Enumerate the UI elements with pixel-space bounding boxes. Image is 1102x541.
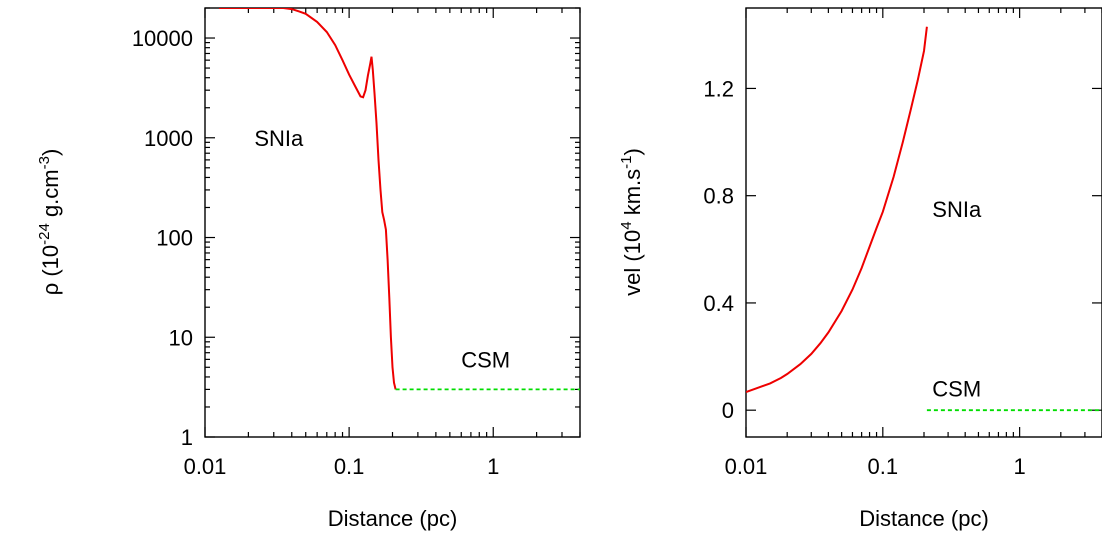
y-tick-label: 1 — [181, 425, 193, 450]
y-axis-title-superscript: -24 — [36, 223, 53, 245]
x-tick-label: 0.1 — [868, 454, 899, 479]
y-axis-title-superscript: -1 — [618, 156, 635, 169]
y-tick-label: 0.4 — [703, 291, 734, 316]
y-axis-title: ρ (10-24 g.cm-3) — [36, 149, 63, 296]
x-tick-label: 1 — [487, 454, 499, 479]
annotation-snia: SNIa — [932, 197, 982, 222]
annotation-csm: CSM — [932, 377, 981, 402]
y-axis-title-part: g.cm — [38, 169, 63, 223]
density-panel: 0.01 0.1 1 1 10 100 1000 10000 SNIa CSM Distance (… — [36, 7, 581, 531]
x-axis-title: Distance (pc) — [328, 506, 458, 531]
y-tick-label: 1000 — [144, 126, 193, 151]
y-axis-title-part: ) — [38, 149, 63, 156]
annotation-snia: SNIa — [254, 126, 304, 151]
y-axis-title-part: ρ (10 — [38, 245, 63, 295]
y-tick-label: 1.2 — [703, 76, 734, 101]
x-tick-label: 0.01 — [725, 454, 768, 479]
y-tick-label: 10000 — [132, 26, 193, 51]
y-tick-label: 100 — [156, 226, 193, 251]
y-tick-label: 0.8 — [703, 184, 734, 209]
y-axis-title: vel (104 km.s-1) — [618, 148, 645, 296]
x-tick-label: 0.1 — [334, 454, 365, 479]
y-tick-label: 10 — [169, 325, 193, 350]
x-tick-label: 1 — [1014, 454, 1026, 479]
y-tick-label: 0 — [722, 398, 734, 423]
x-axis-title: Distance (pc) — [859, 506, 989, 531]
snia-series-line — [219, 8, 397, 390]
x-tick-label: 0.01 — [184, 454, 227, 479]
y-axis-title-superscript: -3 — [36, 156, 53, 169]
y-axis-title-superscript: 4 — [618, 221, 635, 229]
y-axis-title-part: vel (10 — [620, 230, 645, 296]
y-axis-title-part: km.s — [620, 169, 645, 222]
y-axis-title-part: ) — [620, 148, 645, 155]
annotation-csm: CSM — [461, 347, 510, 372]
plot-frame — [745, 7, 1102, 438]
velocity-panel: 0.01 0.1 1 0 0.4 0.8 1.2 SNIa CSM Distance (pc) ve… — [618, 7, 1102, 531]
snia-series-line — [746, 26, 928, 393]
